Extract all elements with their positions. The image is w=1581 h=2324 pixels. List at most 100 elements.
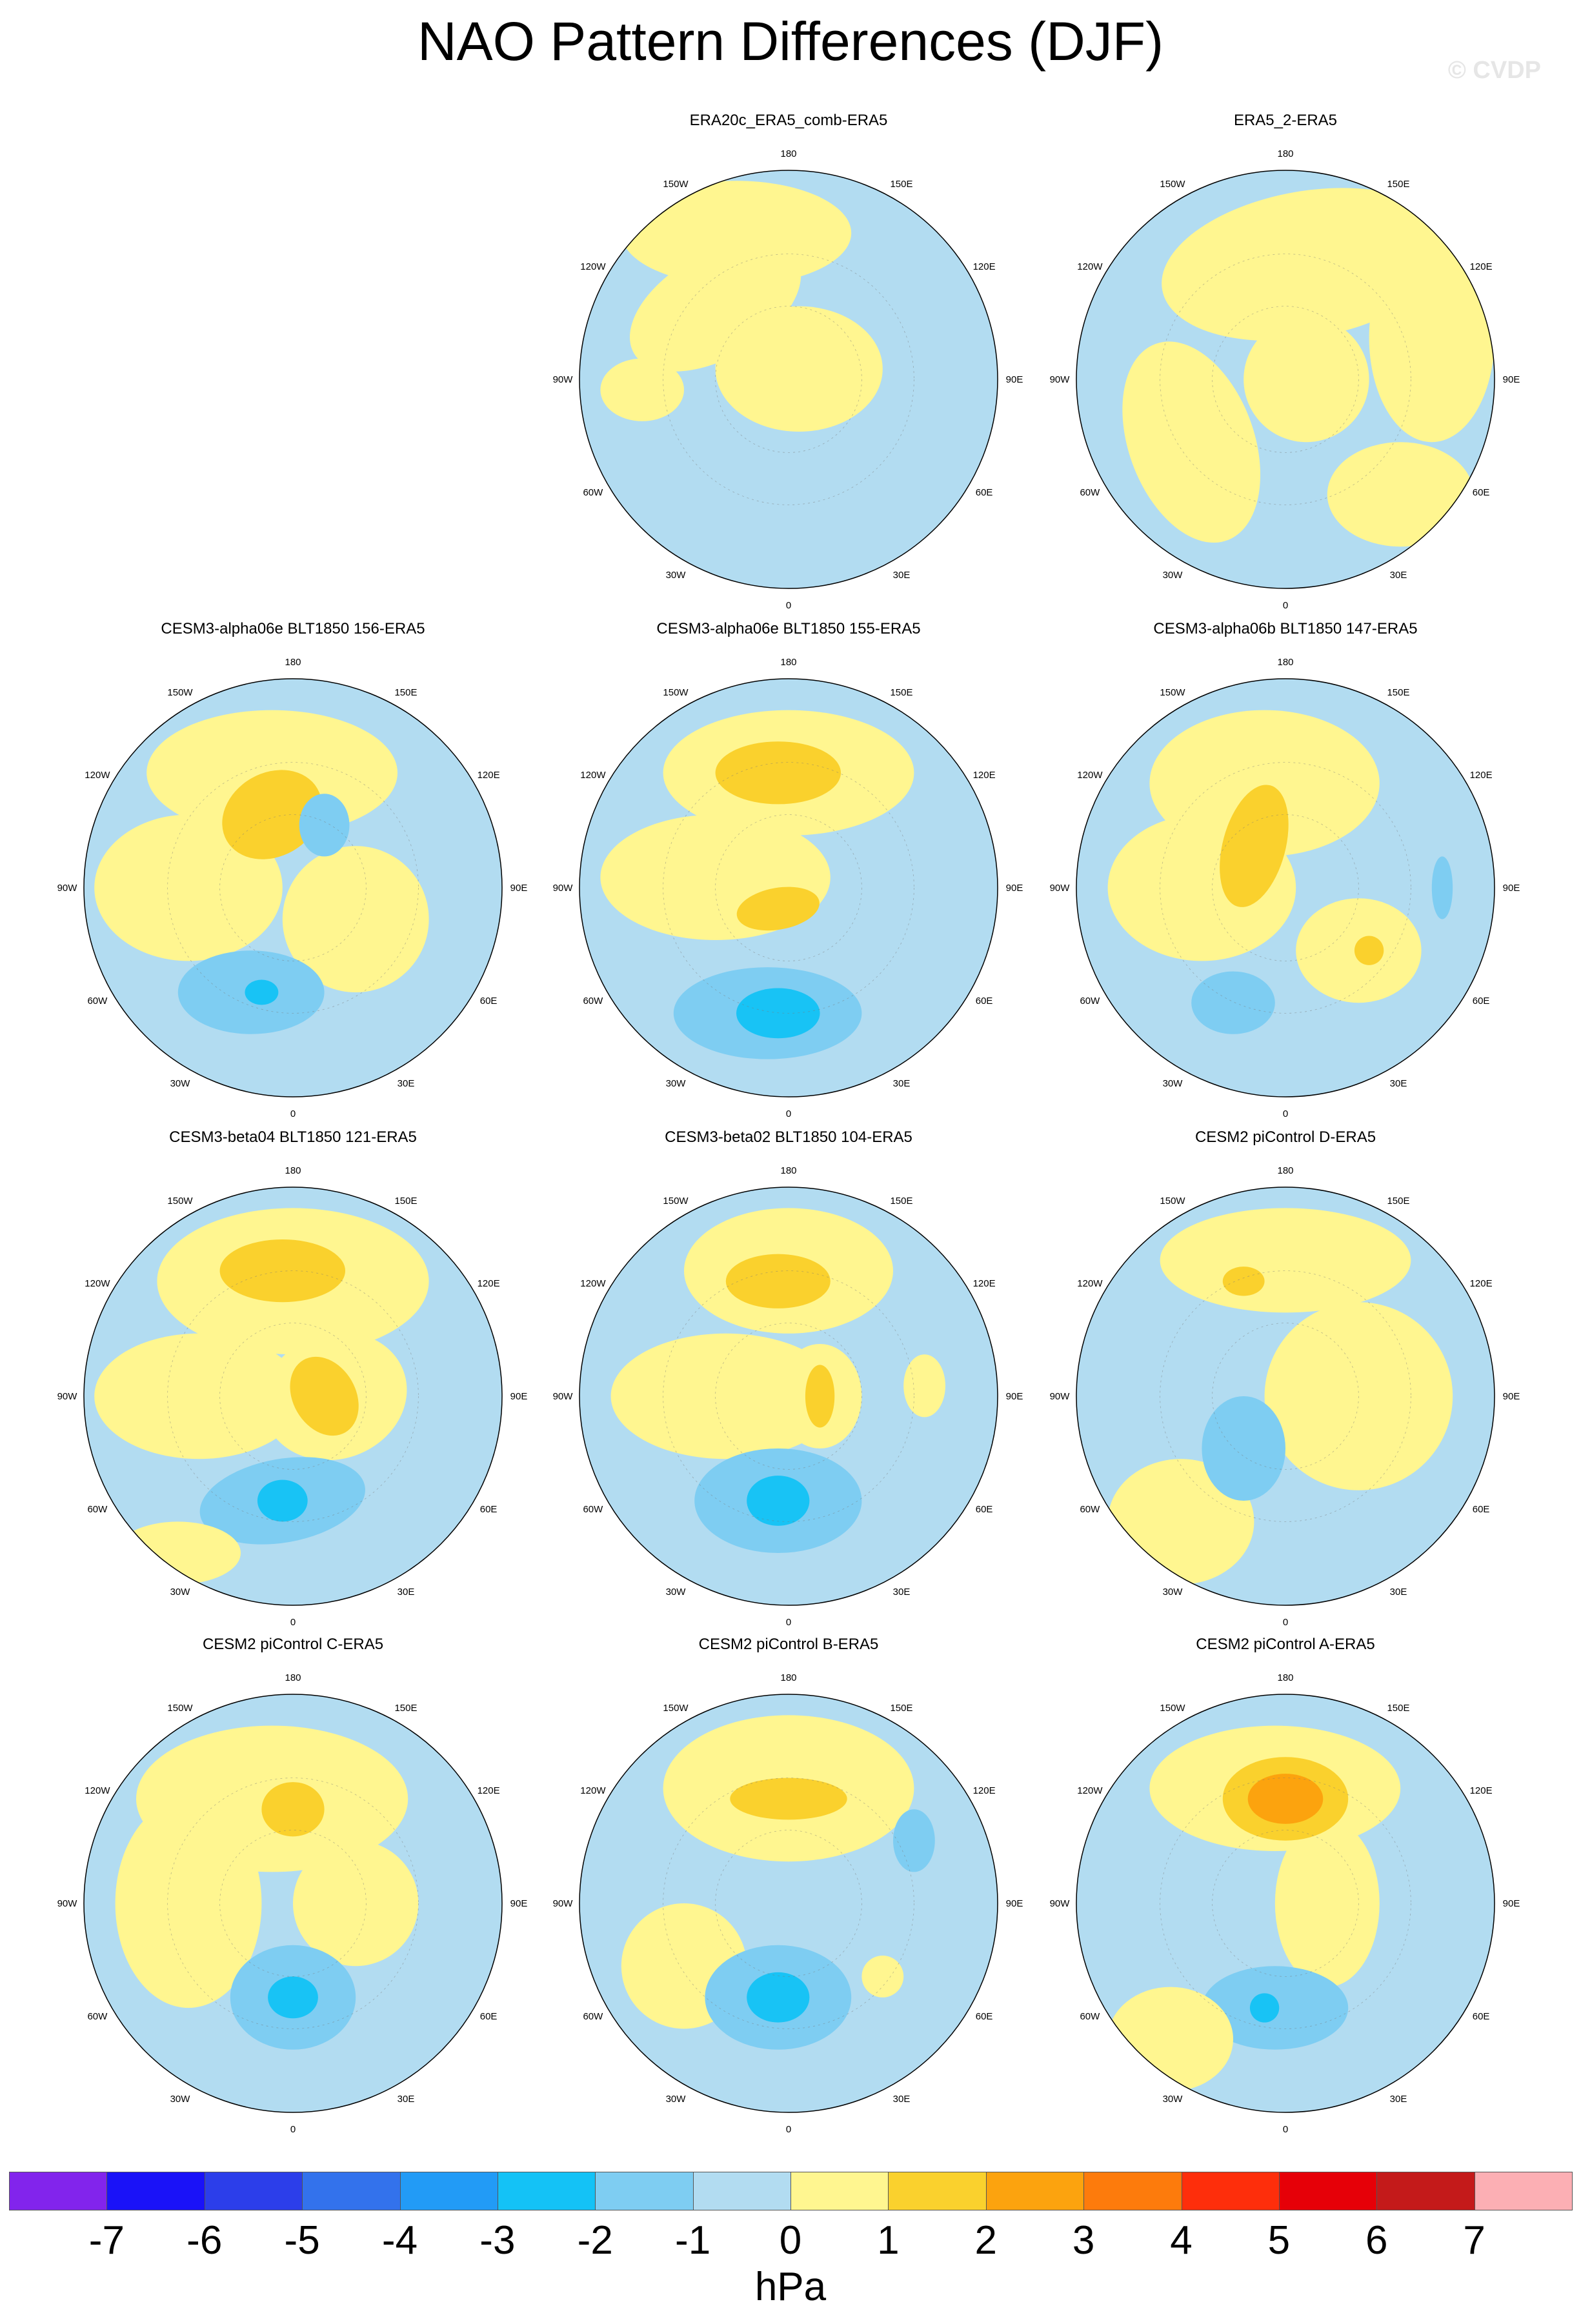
colorbar-box: [1376, 2172, 1475, 2210]
anomaly-contour: [1220, 785, 1289, 907]
map-boundary: [579, 678, 998, 1097]
longitude-label: 90W: [553, 1898, 574, 1909]
coastline-trace: [715, 1323, 862, 1470]
colorbar-box: [595, 2172, 694, 2210]
longitude-label: 150E: [1387, 1703, 1409, 1714]
longitude-label: 90E: [1006, 1898, 1023, 1909]
panel-title: CESM2 piControl A-ERA5: [1196, 1636, 1375, 1653]
longitude-label: 120W: [85, 1785, 110, 1796]
longitude-label: 180: [285, 657, 301, 668]
longitude-label: 120W: [85, 1278, 110, 1289]
coastline-trace: [715, 1830, 862, 1977]
longitude-label: 60E: [1473, 1504, 1490, 1515]
colorbar-tick-label: 2: [974, 2218, 997, 2263]
panel-title: CESM2 piControl C-ERA5: [202, 1636, 384, 1653]
longitude-label: 30E: [893, 570, 911, 581]
longitude-label: 120W: [580, 1785, 606, 1796]
colorbar-box: [888, 2172, 987, 2210]
anomaly-contour: [1369, 233, 1495, 443]
colorbar-tick-label: -4: [381, 2218, 418, 2263]
longitude-label: 180: [780, 1672, 796, 1683]
anomaly-contour: [1354, 936, 1384, 965]
coastline-trace: [1212, 814, 1359, 961]
coastline-trace: [219, 1830, 367, 1977]
longitude-label: 60W: [1080, 996, 1100, 1007]
colorbar-tick-label: -6: [186, 2218, 223, 2263]
longitude-label: 90W: [57, 1391, 78, 1402]
longitude-label: 0: [786, 2124, 791, 2135]
coastline-trace: [1160, 254, 1411, 505]
anomaly-contour: [1247, 1774, 1324, 1824]
longitude-label: 120E: [1470, 1278, 1493, 1289]
longitude-label: 120E: [973, 1785, 996, 1796]
longitude-label: 180: [1277, 148, 1293, 159]
map-boundary: [1076, 170, 1495, 589]
longitude-label: 30E: [1390, 1587, 1407, 1598]
longitude-label: 90E: [510, 1391, 528, 1402]
anomaly-contour: [1160, 1208, 1411, 1313]
colorbar-tick-label: -7: [88, 2218, 125, 2263]
longitude-label: 150W: [167, 1196, 193, 1207]
longitude-label: 30E: [398, 1587, 415, 1598]
longitude-label: 90W: [553, 883, 574, 894]
colorbar-box: [1474, 2172, 1573, 2210]
longitude-label: 150W: [167, 1703, 193, 1714]
longitude-label: 60W: [87, 1504, 108, 1515]
longitude-label: 150W: [663, 1703, 689, 1714]
longitude-label: 120E: [478, 770, 500, 781]
longitude-label: 30W: [666, 570, 687, 581]
longitude-label: 180: [780, 148, 796, 159]
longitude-label: 30W: [1163, 1078, 1183, 1089]
page-title: NAO Pattern Differences (DJF): [417, 11, 1164, 72]
colorbar-tick-label: 3: [1072, 2218, 1095, 2263]
colorbar-tick-label: -2: [577, 2218, 613, 2263]
longitude-label: 120E: [478, 1785, 500, 1796]
longitude-label: 90E: [1503, 374, 1520, 385]
colorbar-tick-label: -1: [675, 2218, 711, 2263]
longitude-label: 180: [1277, 657, 1293, 668]
anomaly-contour: [893, 1809, 935, 1872]
coastline-trace: [663, 762, 914, 1014]
panel-title: CESM3-alpha06b BLT1850 147-ERA5: [1153, 620, 1418, 637]
longitude-label: 90E: [510, 883, 528, 894]
longitude-label: 0: [786, 1617, 791, 1628]
longitude-label: 60W: [1080, 1504, 1100, 1515]
anomaly-contour: [1327, 442, 1474, 547]
anomaly-contour: [268, 1976, 318, 2019]
anomaly-contour: [1222, 1267, 1265, 1296]
anomaly-contour: [1122, 341, 1261, 543]
anomaly-contour: [261, 1782, 325, 1837]
panel-title: CESM2 piControl D-ERA5: [1194, 1128, 1376, 1146]
longitude-label: 60E: [976, 487, 993, 498]
longitude-label: 90E: [1503, 1391, 1520, 1402]
anomaly-contour: [730, 1778, 847, 1820]
longitude-label: 120E: [973, 770, 996, 781]
longitude-label: 60E: [976, 2011, 993, 2022]
anomaly-contour: [1249, 1993, 1280, 2023]
longitude-label: 150W: [1160, 179, 1185, 190]
coastline-trace: [1212, 1323, 1359, 1470]
anomaly-contour: [1244, 316, 1369, 443]
map-boundary: [1076, 1187, 1495, 1606]
longitude-label: 120E: [1470, 1785, 1493, 1796]
longitude-label: 150E: [394, 1703, 417, 1714]
anomaly-contour: [257, 1479, 308, 1522]
longitude-label: 90W: [553, 374, 574, 385]
longitude-label: 120W: [85, 770, 110, 781]
map-boundary: [83, 1187, 503, 1606]
longitude-label: 90E: [1503, 1898, 1520, 1909]
longitude-label: 150E: [394, 1196, 417, 1207]
longitude-label: 120W: [580, 261, 606, 272]
polar-map: 180 150E 120E 90E 60E 30E 0 30W 60W 90W 120W 150W: [553, 148, 1023, 611]
panel-title: ERA5_2-ERA5: [1233, 112, 1338, 129]
longitude-label: 120E: [1470, 261, 1493, 272]
anomaly-contour: [282, 846, 429, 992]
colorbar-unit: hPa: [754, 2265, 827, 2309]
coastline-trace: [219, 1323, 367, 1470]
anomaly-contour: [805, 1365, 835, 1428]
longitude-label: 30E: [1390, 1078, 1407, 1089]
map-boundary: [83, 1694, 503, 2113]
longitude-label: 180: [285, 1165, 301, 1176]
longitude-label: 30E: [398, 1078, 415, 1089]
coastline-trace: [663, 1778, 914, 2029]
